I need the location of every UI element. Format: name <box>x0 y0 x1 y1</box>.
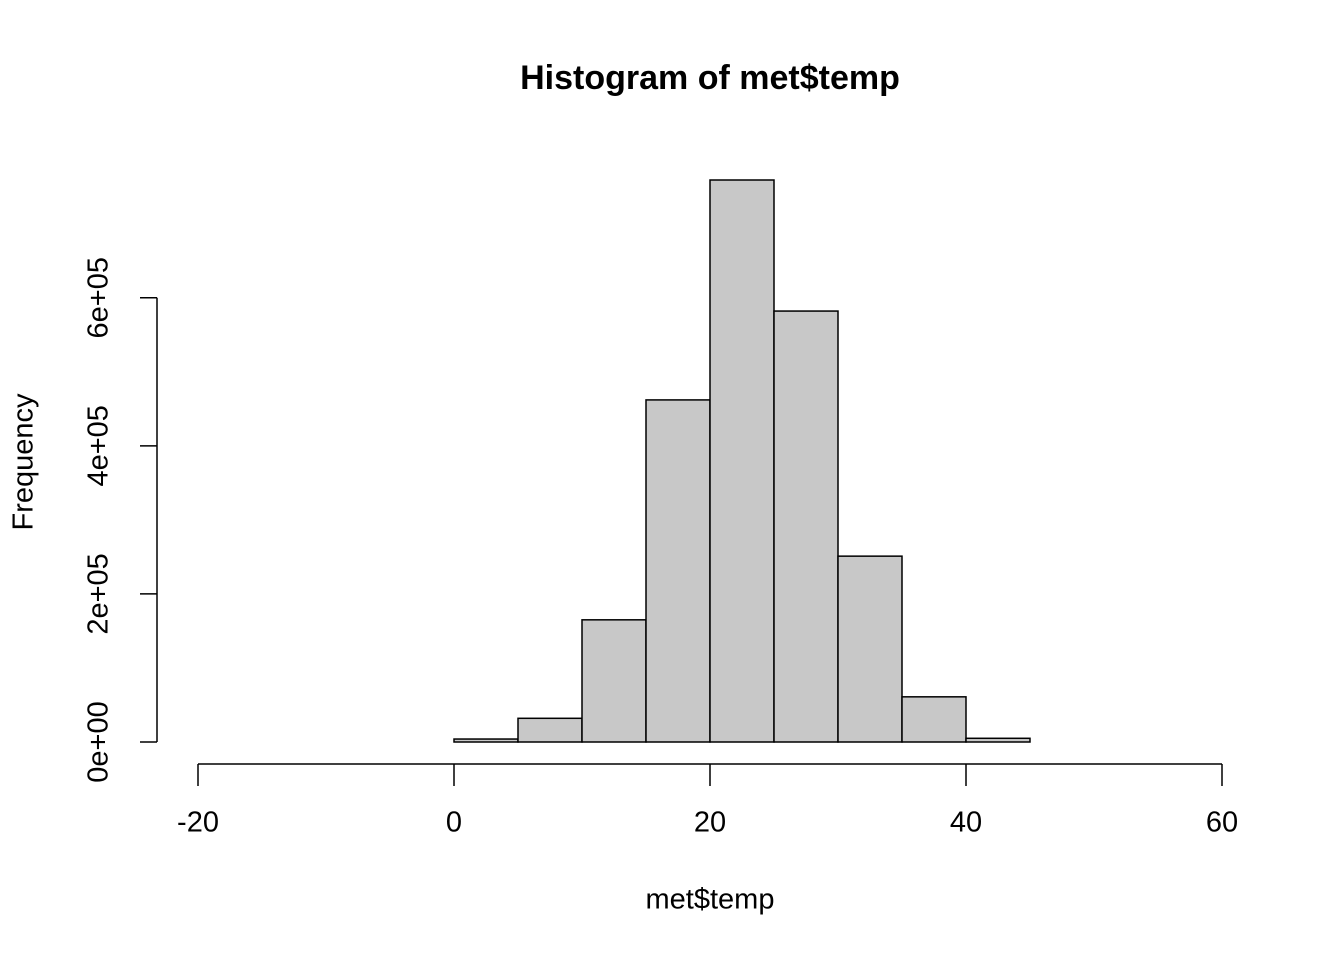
bar <box>645 399 711 743</box>
y-tick-label: 6e+05 <box>83 257 115 338</box>
x-tick-label: 60 <box>1206 807 1238 839</box>
bar <box>773 310 839 743</box>
chart-title: Histogram of met$temp <box>520 59 900 97</box>
bar <box>901 696 967 743</box>
bar <box>709 179 775 743</box>
y-tick-label: 4e+05 <box>83 405 115 486</box>
bar <box>837 555 903 743</box>
y-axis-label: Frequency <box>8 393 40 531</box>
y-tick-label: 0e+00 <box>83 701 115 782</box>
bar <box>581 619 647 743</box>
x-tick-label: 40 <box>950 807 982 839</box>
x-axis-label: met$temp <box>646 884 775 916</box>
x-tick-label: 20 <box>694 807 726 839</box>
x-tick-label: -20 <box>177 807 219 839</box>
bar <box>965 737 1031 743</box>
y-tick-label: 2e+05 <box>83 553 115 634</box>
x-tick-label: 0 <box>446 807 462 839</box>
bar <box>453 738 519 743</box>
bar <box>517 717 583 743</box>
